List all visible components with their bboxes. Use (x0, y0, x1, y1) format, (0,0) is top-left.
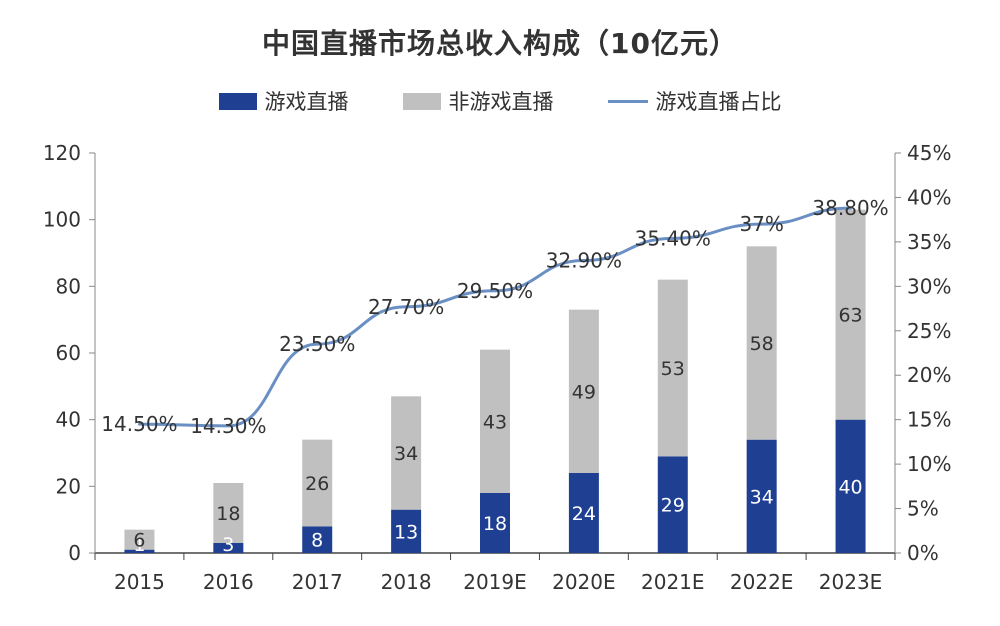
data-label-game: 18 (483, 513, 507, 535)
bar-nongame (124, 529, 155, 550)
y-tick-label: 0 (68, 541, 81, 565)
x-tick-label: 2023E (819, 570, 883, 594)
y2-tick-label: 45% (907, 141, 951, 165)
y-tick-label: 120 (43, 141, 81, 165)
y2-tick-label: 20% (907, 363, 951, 387)
x-tick-label: 2016 (203, 570, 254, 594)
data-label-game: 1 (133, 534, 145, 556)
bar-nongame (835, 209, 866, 420)
x-tick-label: 2021E (641, 570, 705, 594)
bar-nongame (746, 246, 777, 440)
legend-entry-game: 游戏直播 (218, 86, 349, 116)
bar-game (213, 543, 244, 553)
bar-game (480, 493, 510, 553)
data-label-game: 8 (311, 530, 323, 552)
y2-tick-label: 5% (907, 497, 939, 521)
bar-game (746, 439, 777, 553)
legend-swatch-nongame (402, 92, 441, 110)
y2-tick-label: 0% (907, 541, 939, 565)
bar-nongame (391, 396, 422, 510)
bar-nongame (213, 483, 244, 543)
data-label-nongame: 58 (750, 333, 774, 355)
x-tick-label: 2020E (552, 570, 616, 594)
legend-swatch-share (607, 99, 648, 103)
x-tick-label: 2015 (114, 570, 165, 594)
x-tick-label: 2019E (463, 570, 527, 594)
data-label-share: 35.40% (635, 226, 711, 250)
data-label-share: 38.80% (812, 196, 888, 220)
y-tick-label: 100 (43, 208, 81, 232)
data-label-share: 23.50% (279, 332, 355, 356)
data-label-nongame: 34 (394, 443, 418, 465)
data-label-share: 27.70% (368, 295, 444, 319)
bar-game (657, 456, 688, 553)
y2-tick-label: 10% (907, 452, 951, 476)
x-tick-label: 2022E (730, 570, 794, 594)
point-game-share (404, 305, 408, 309)
data-label-game: 40 (838, 476, 862, 498)
point-game-share (849, 206, 853, 210)
point-game-share (760, 222, 764, 226)
bar-game (391, 509, 422, 553)
data-label-game: 34 (750, 486, 774, 508)
data-label-nongame: 43 (483, 411, 507, 433)
y-tick-label: 40 (56, 408, 81, 432)
legend-swatch-game (218, 92, 257, 110)
data-label-share: 14.50% (101, 412, 177, 436)
point-game-share (137, 422, 141, 426)
point-game-share (582, 259, 586, 263)
legend-label-nongame: 非游戏直播 (448, 90, 554, 114)
data-label-game: 3 (222, 534, 234, 556)
legend-label-share: 游戏直播占比 (655, 90, 782, 114)
legend-entry-nongame: 非游戏直播 (402, 86, 554, 116)
y2-tick-label: 40% (907, 185, 951, 209)
legend: 游戏直播 非游戏直播 游戏直播占比 (0, 86, 1000, 116)
y-tick-label: 20 (56, 474, 81, 498)
data-label-share: 29.50% (457, 279, 533, 303)
bar-game (302, 526, 333, 553)
x-tick-label: 2017 (292, 570, 343, 594)
chart-title: 中国直播市场总收入构成（10亿元） (262, 27, 738, 60)
data-label-nongame: 53 (661, 358, 685, 380)
data-label-nongame: 18 (216, 503, 240, 525)
bar-nongame (568, 309, 599, 473)
y2-tick-label: 35% (907, 230, 951, 254)
bar-nongame (302, 439, 333, 527)
data-label-game: 29 (661, 495, 685, 517)
line-game-share (139, 206, 851, 428)
bar-game (124, 549, 155, 553)
legend-entry-share: 游戏直播占比 (607, 86, 782, 116)
data-label-nongame: 63 (838, 305, 862, 327)
bar-nongame (480, 349, 510, 493)
data-label-share: 14.30% (190, 414, 266, 438)
bar-game (568, 473, 599, 553)
bar-game (835, 419, 866, 553)
data-label-game: 13 (394, 521, 418, 543)
data-label-nongame: 49 (572, 381, 596, 403)
data-label-share: 37% (739, 212, 783, 236)
point-game-share (315, 342, 319, 346)
x-tick-label: 2018 (381, 570, 432, 594)
point-game-share (671, 236, 675, 240)
y-tick-label: 80 (56, 274, 81, 298)
point-game-share (493, 289, 497, 293)
y2-tick-label: 25% (907, 319, 951, 343)
y-tick-label: 60 (56, 341, 81, 365)
data-label-share: 32.90% (546, 249, 622, 273)
data-label-game: 24 (572, 503, 596, 525)
data-label-nongame: 26 (305, 473, 329, 495)
data-label-nongame: 6 (133, 530, 145, 552)
point-game-share (226, 424, 230, 428)
y2-tick-label: 30% (907, 274, 951, 298)
bar-nongame (657, 279, 688, 457)
y2-tick-label: 15% (907, 408, 951, 432)
legend-label-game: 游戏直播 (264, 90, 349, 114)
